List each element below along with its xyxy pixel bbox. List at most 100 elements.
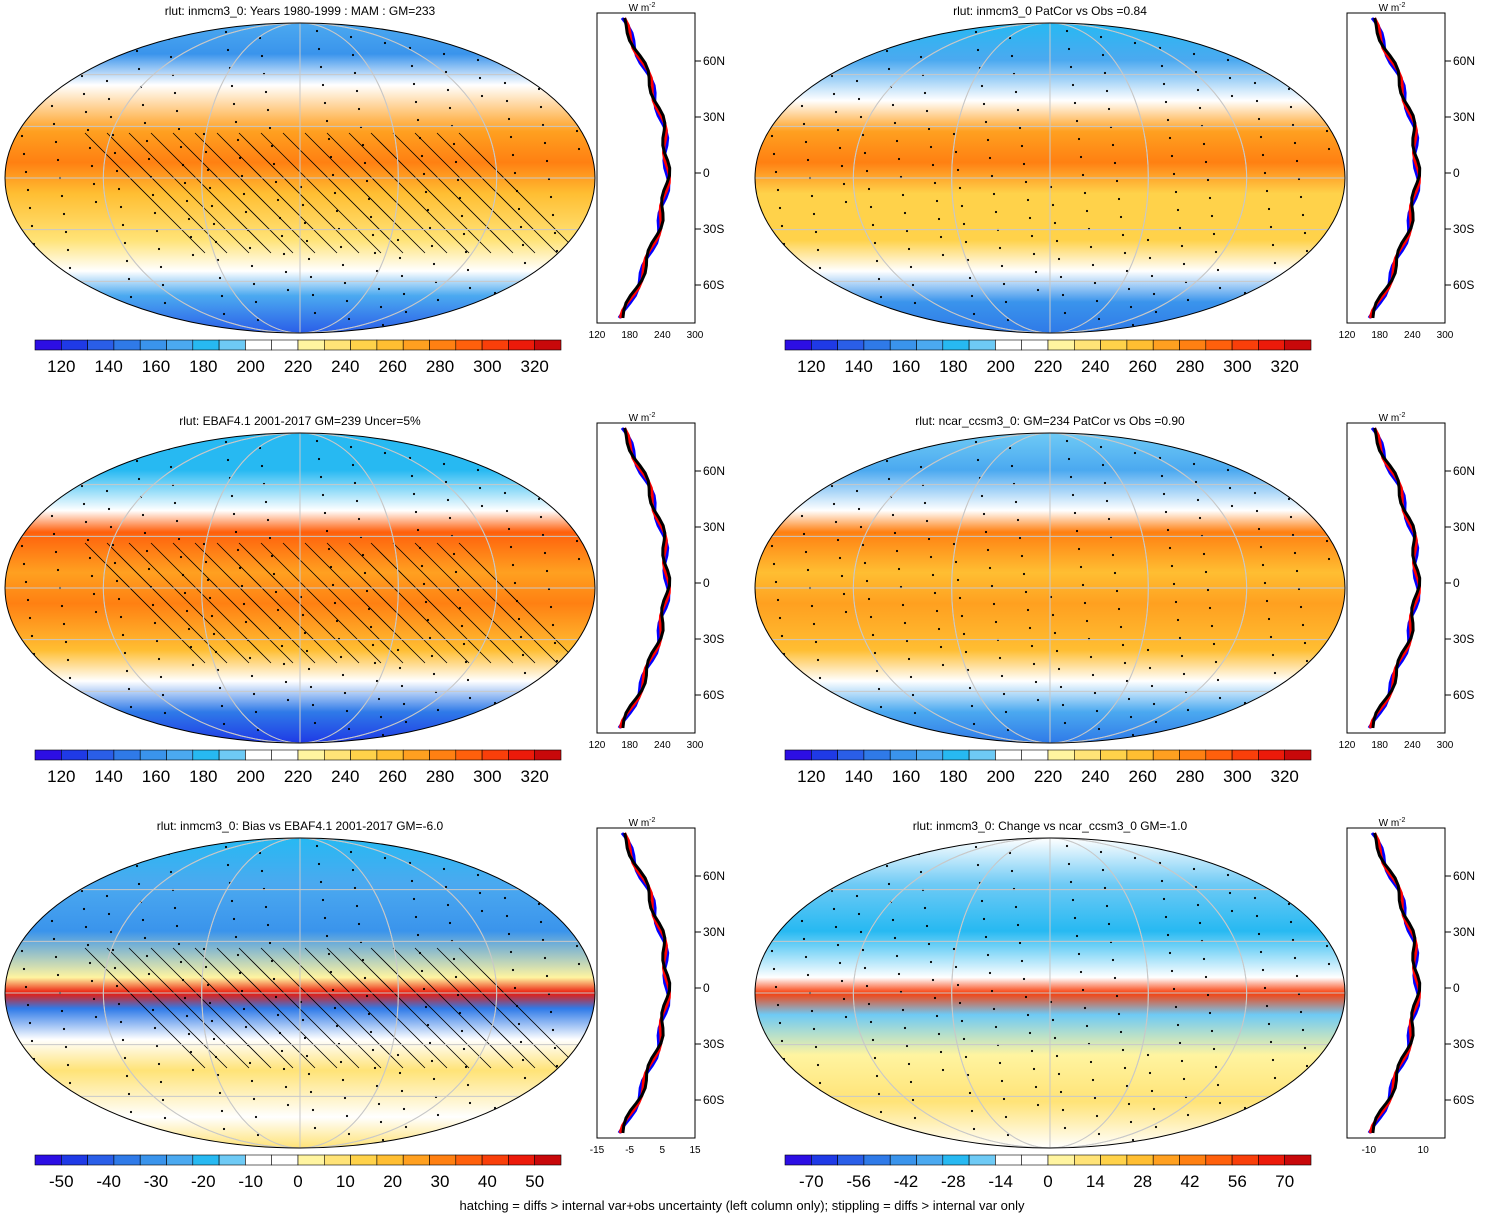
colorbar-swatch — [837, 339, 865, 351]
panel-title: rlut: EBAF4.1 2001-2017 GM=239 Uncer=5% — [179, 414, 421, 428]
colorbar-swatch — [1205, 749, 1233, 761]
colorbar-swatch — [192, 339, 220, 351]
lat-label: 60S — [1453, 688, 1474, 702]
profile-x-tick: 240 — [1404, 330, 1421, 341]
colorbar-swatch — [166, 749, 194, 761]
colorbar-tick-label: 28 — [1133, 1172, 1152, 1191]
colorbar-swatch — [271, 339, 299, 351]
profile-x-tick: 300 — [687, 740, 704, 751]
profile-x-tick: -10 — [1362, 1145, 1377, 1156]
colorbar-swatch — [297, 749, 325, 761]
colorbar-swatch — [245, 339, 272, 351]
colorbar-swatch — [968, 1154, 996, 1166]
zonal-profile: W m-2 60N 30N 0 30S 60S -15 -5 5 15 — [590, 817, 725, 1156]
colorbar-swatch — [350, 339, 378, 351]
colorbar-swatch — [139, 1154, 167, 1166]
colorbar-tick-label: 280 — [1176, 357, 1204, 376]
profile-line — [1367, 427, 1421, 729]
colorbar-swatch — [837, 1154, 865, 1166]
colorbar: 120 140 160 180 200 220 240 260 280 300 320 — [34, 749, 562, 786]
colorbar-tick-label: 40 — [478, 1172, 497, 1191]
colorbar-swatch — [402, 339, 430, 351]
colorbar-swatch — [481, 339, 509, 351]
colorbar-tick-label: 180 — [189, 357, 217, 376]
colorbar-tick-label: 240 — [1081, 357, 1109, 376]
colorbar-tick-label: 240 — [331, 767, 359, 786]
lat-label: 30N — [703, 110, 725, 124]
colorbar-swatch — [784, 339, 812, 351]
colorbar-tick-label: -10 — [238, 1172, 263, 1191]
colorbar-swatch — [1258, 1154, 1286, 1166]
colorbar-tick-label: 260 — [1128, 767, 1156, 786]
colorbar-swatch — [34, 749, 62, 761]
profile-line — [1367, 832, 1421, 1134]
colorbar-swatch — [271, 1154, 299, 1166]
colorbar-tick-label: 180 — [939, 357, 967, 376]
colorbar-swatch — [508, 749, 535, 761]
colorbar-swatch — [481, 1154, 509, 1166]
colorbar-swatch — [1284, 1154, 1312, 1166]
units-label: W m-2 — [629, 412, 656, 424]
profile-x-tick: 180 — [1371, 330, 1388, 341]
colorbar-tick-label: 20 — [383, 1172, 402, 1191]
colorbar-swatch — [810, 749, 838, 761]
colorbar-swatch — [455, 339, 483, 351]
profile-x-tick: 180 — [621, 740, 638, 751]
panel-6: rlut: inmcm3_0: Change vs ncar_ccsm3_0 G… — [754, 817, 1475, 1191]
colorbar-swatch — [323, 1154, 351, 1166]
map-overlay — [755, 433, 1345, 743]
lat-label: 60N — [703, 54, 725, 68]
profile-x-tick: 240 — [654, 330, 671, 341]
profile-x-tick: 300 — [1437, 740, 1454, 751]
colorbar-swatch — [916, 1154, 944, 1166]
colorbar-tick-label: 260 — [1128, 357, 1156, 376]
map-overlay — [5, 433, 595, 743]
colorbar-tick-label: 200 — [236, 767, 264, 786]
lat-label: 30N — [1453, 110, 1475, 124]
colorbar-tick-label: 300 — [1223, 357, 1251, 376]
colorbar-tick-label: 320 — [1271, 767, 1299, 786]
colorbar-swatch — [1126, 339, 1154, 351]
profile-x-tick: 120 — [589, 740, 606, 751]
colorbar: 120 140 160 180 200 220 240 260 280 300 320 — [784, 749, 1312, 786]
colorbar-swatch — [1284, 749, 1312, 761]
colorbar-tick-label: 140 — [94, 357, 122, 376]
units-label: W m-2 — [1379, 412, 1406, 424]
lat-label: 30S — [1453, 222, 1474, 236]
colorbar-swatch — [1100, 749, 1128, 761]
footer-note: hatching = diffs > internal var+obs unce… — [460, 1198, 1025, 1213]
colorbar-tick-label: -56 — [846, 1172, 871, 1191]
colorbar-tick-label: 160 — [142, 357, 170, 376]
lat-label: 30N — [1453, 925, 1475, 939]
profile-x-tick: 10 — [1418, 1145, 1430, 1156]
colorbar-swatch — [139, 339, 167, 351]
colorbar-swatch — [166, 1154, 194, 1166]
colorbar-tick-label: 220 — [1034, 357, 1062, 376]
colorbar-tick-label: 56 — [1228, 1172, 1247, 1191]
colorbar-tick-label: 220 — [1034, 767, 1062, 786]
colorbar-swatch — [245, 749, 272, 761]
colorbar: -70 -56 -42 -28 -14 0 14 28 42 56 70 — [784, 1154, 1312, 1191]
colorbar-swatch — [429, 1154, 457, 1166]
colorbar-tick-label: 120 — [797, 767, 825, 786]
colorbar-swatch — [995, 339, 1023, 351]
colorbar-tick-label: 200 — [236, 357, 264, 376]
colorbar-swatch — [350, 1154, 378, 1166]
colorbar-swatch — [323, 749, 351, 761]
colorbar-swatch — [218, 1154, 246, 1166]
profile-line — [617, 17, 671, 319]
colorbar-swatch — [1152, 1154, 1180, 1166]
colorbar-tick-label: -42 — [894, 1172, 919, 1191]
colorbar-tick-label: 280 — [426, 357, 454, 376]
colorbar-swatch — [218, 339, 246, 351]
colorbar-swatch — [1126, 749, 1154, 761]
profile-x-tick: 5 — [660, 1145, 666, 1156]
colorbar-tick-label: 0 — [1043, 1172, 1052, 1191]
colorbar-swatch — [376, 749, 404, 761]
profile-line — [1371, 427, 1422, 729]
colorbar-swatch — [508, 339, 535, 351]
colorbar-swatch — [1074, 749, 1101, 761]
units-label: W m-2 — [629, 817, 656, 829]
panel-title: rlut: inmcm3_0: Bias vs EBAF4.1 2001-201… — [157, 819, 444, 833]
